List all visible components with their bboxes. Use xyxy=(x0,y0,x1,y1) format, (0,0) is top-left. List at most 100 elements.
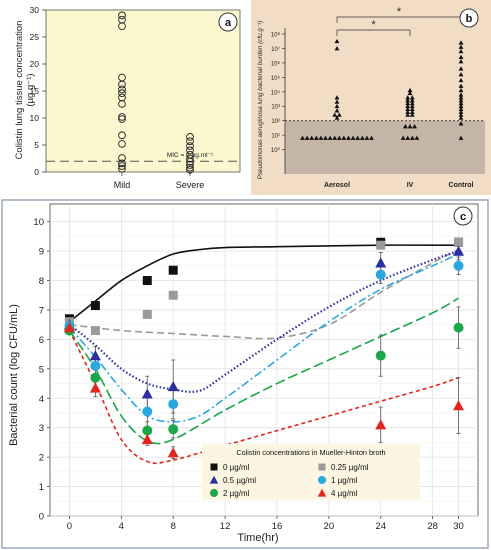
panel-c-y-tick-label: 3 xyxy=(39,423,44,434)
panel-c-legend-box xyxy=(202,444,420,500)
panel-b-point xyxy=(405,98,411,103)
panel-b-point xyxy=(409,106,415,112)
panel-c-y-tick-label: 0 xyxy=(39,512,44,523)
panel-c-point xyxy=(89,350,101,361)
panel-b-point xyxy=(458,92,464,97)
panel-b-y-tick-label: 10³ xyxy=(271,105,280,111)
panel-a-point xyxy=(186,165,194,174)
panel-a-point xyxy=(118,100,126,108)
panel-c-y-tick-label: 9 xyxy=(39,247,44,258)
panel-b-point xyxy=(407,90,413,96)
panel-b-point xyxy=(400,135,406,140)
panel-c-point xyxy=(90,301,100,311)
panel-c-legend-marker xyxy=(210,489,218,497)
panel-b-point xyxy=(355,135,361,140)
panel-c-point xyxy=(375,350,386,361)
panel-b-point xyxy=(405,135,411,140)
panel-b-point xyxy=(350,135,356,140)
panel-b-x-tick-label: Aerosol xyxy=(324,182,350,189)
panel-b-detection-limit-band xyxy=(285,120,485,174)
panel-c-y-tick-label: 1 xyxy=(39,482,44,493)
panel-c-points xyxy=(63,237,465,458)
panel-b-points xyxy=(300,38,464,140)
panel-c-legend-label: 4 µg/ml xyxy=(331,489,358,498)
panel-c-point xyxy=(453,322,464,333)
panel-b-point xyxy=(309,135,315,140)
panel-b-point xyxy=(323,135,328,140)
panel-c-point xyxy=(375,419,387,430)
panel-b-point xyxy=(409,112,415,117)
panel-c-x-tick-label: 28 xyxy=(427,521,438,532)
panel-b-point xyxy=(403,124,408,129)
panel-a-x-tick-label: Severe xyxy=(176,180,205,190)
panel-c-point xyxy=(142,406,153,417)
panel-c-legend-marker xyxy=(318,476,326,484)
panel-b-point xyxy=(458,135,464,140)
panel-c-model-curve xyxy=(69,248,459,340)
panel-b-y-tick-label: 10⁰ xyxy=(271,147,281,154)
panel-a-mic-label: MIC = 2 µg.ml⁻¹ xyxy=(167,152,214,159)
panel-b-point xyxy=(313,135,319,140)
panel-c-x-tick-label: 4 xyxy=(119,521,124,532)
panel-c-legend: Colistin concentrations in Mueller-Hinto… xyxy=(202,444,420,500)
panel-c-x-tick-label: 30 xyxy=(453,521,464,532)
panel-c-legend-label: 1 µg/ml xyxy=(331,476,358,485)
panel-b-point xyxy=(332,135,338,140)
panel-b-point xyxy=(334,108,340,113)
panel-c-point xyxy=(90,360,101,371)
panel-b-point xyxy=(409,103,415,109)
panel-b-point xyxy=(409,100,415,106)
panel-b-point xyxy=(458,98,464,103)
panel-b-point xyxy=(458,95,464,100)
panel-a-y-tick-label: 15 xyxy=(30,86,40,96)
panel-b-point xyxy=(327,135,333,140)
panel-b-point xyxy=(364,135,370,140)
panel-c-y-tick-label: 8 xyxy=(39,276,44,287)
panel-b-point xyxy=(458,121,464,126)
panel-c-legend-marker xyxy=(318,463,326,471)
panel-b-y-tick-label: 10⁵ xyxy=(271,75,281,82)
panel-a-point xyxy=(186,163,194,172)
panel-c-point xyxy=(167,447,179,458)
panel-c-legend-label: 0 µg/ml xyxy=(223,463,250,472)
panel-b-point xyxy=(334,99,340,104)
panel-b-significance-star: * xyxy=(397,6,402,18)
panel-c-point xyxy=(89,382,101,393)
panel-c-point xyxy=(375,257,387,268)
panel-b-x-tick-label: IV xyxy=(407,182,414,189)
panel-b-label: b xyxy=(466,13,473,25)
panel-b-point xyxy=(334,115,340,120)
panel-b-point xyxy=(300,135,305,140)
panel-c-model-curve xyxy=(68,253,459,423)
panel-a-label: a xyxy=(225,17,232,29)
panel-b-point xyxy=(458,44,464,49)
panel-a-point xyxy=(186,146,194,155)
panel-b-y-tick-label: 10⁴ xyxy=(271,89,281,96)
panel-c-legend-label: 0.5 µg/ml xyxy=(223,476,256,485)
panel-a-point xyxy=(118,85,126,94)
panel-c-legend-items: 0 µg/ml 0.25 µg/ml 0.5 µg/ml 1 µg/ml 2 µg/ml… xyxy=(209,463,369,498)
panel-c-x-tick-label: 20 xyxy=(324,521,335,532)
panel-b-point xyxy=(458,103,464,109)
panel-b-bracket xyxy=(336,29,411,36)
panel-c-x-tick-label: 0 xyxy=(67,521,72,532)
panel-b-point xyxy=(414,135,420,140)
panel-b-x-tick-label: Control xyxy=(449,182,474,189)
panel-c-point xyxy=(90,326,100,336)
panel-c-legend-title: Colistin concentrations in Mueller-Hinto… xyxy=(236,448,385,457)
panel-c-point xyxy=(168,290,178,300)
panel-b-point xyxy=(458,40,464,45)
panel-b-point xyxy=(336,135,342,140)
panel-c-y-ticks: 0 1 2 3 4 5 6 7 8 9 10 xyxy=(33,217,50,523)
panel-a-y-tick-label: 25 xyxy=(30,32,40,42)
panel-c-model-curve xyxy=(68,297,459,445)
panel-b-point xyxy=(407,124,413,129)
panel-a-point xyxy=(118,140,126,148)
panel-b-point xyxy=(458,106,464,112)
panel-a-point xyxy=(118,89,126,98)
panel-a-x-tick-label: Mild xyxy=(114,180,131,190)
panel-b-point xyxy=(458,66,464,71)
panel-b-point xyxy=(304,135,310,140)
panel-b-point xyxy=(318,135,324,140)
panel-c-legend-marker xyxy=(210,463,218,471)
